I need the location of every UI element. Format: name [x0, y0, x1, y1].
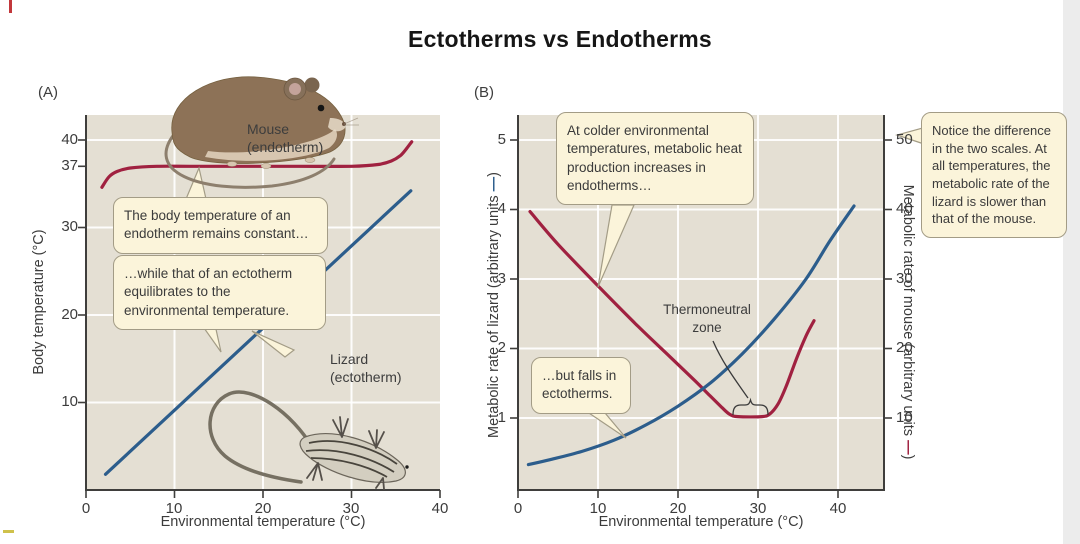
- panel-b-letter: (B): [474, 84, 494, 101]
- a-x-axis-label: Environmental temperature (°C): [160, 514, 366, 530]
- lizard-metabolic-curve: [526, 204, 856, 467]
- b-y-right-text: Metabolic rate of mouse (arbitrary units: [900, 184, 916, 441]
- b-y-left-text: Metabolic rate of lizard (arbitrary unit…: [486, 191, 502, 438]
- b-xtick-30: 30: [749, 500, 767, 517]
- a-ytick-30: 30: [61, 218, 78, 235]
- b-y-axis-label-right: Metabolic rate of mouse (arbitrary units…: [900, 185, 916, 460]
- b-xtick-0: 0: [513, 500, 523, 517]
- callout-ectotherm-equilibrates: …while that of an ectotherm equilibrates…: [113, 255, 326, 331]
- b-xtick-10: 10: [589, 500, 607, 517]
- thermoneutral-brace: [732, 397, 769, 416]
- b-xtick-20: 20: [669, 500, 687, 517]
- b-ytick-2: 2: [497, 339, 506, 356]
- b-ytick-r30: 30: [896, 270, 913, 287]
- mouse-illustration: [164, 76, 359, 189]
- mouse-metabolic-curve: [528, 210, 816, 419]
- callout-colder-endotherms: At colder environmental temperatures, me…: [556, 112, 754, 206]
- b-y-axis-label-left: Metabolic rate of lizard (arbitrary unit…: [486, 172, 502, 438]
- screen-edge-strip: [1063, 0, 1080, 544]
- lizard-illustration: [208, 390, 409, 490]
- a-xtick-0: 0: [81, 500, 91, 517]
- b-x-axis-label: Environmental temperature (°C): [598, 514, 804, 530]
- screen-artifact-red: [9, 0, 12, 13]
- callout-two-scales: Notice the difference in the two scales.…: [921, 112, 1067, 239]
- figure-title: Ectotherms vs Endotherms: [408, 26, 712, 52]
- callout-falls-ectotherms: …but falls in ectotherms.: [531, 357, 631, 414]
- panel-b-tickmarks: [510, 139, 892, 498]
- a-xtick-40: 40: [431, 500, 449, 517]
- panel-b-axes: [517, 115, 885, 491]
- b-ytick-1: 1: [497, 409, 506, 426]
- red-line-key-dash: —: [900, 440, 916, 455]
- b-y-left-close: ): [486, 172, 502, 177]
- a-xtick-10: 10: [165, 500, 183, 517]
- b-y-right-close: ): [900, 454, 916, 460]
- thermoneutral-leader-line: [712, 340, 749, 399]
- mouse-body-temp-curve: [100, 140, 414, 189]
- panel-a-tickmarks: [78, 139, 441, 498]
- a-ytick-10: 10: [61, 393, 78, 410]
- panel-a-letter: (A): [38, 84, 58, 101]
- lizard-series-label: Lizard (ectotherm): [330, 351, 402, 386]
- lizard-label-pointer: [251, 330, 296, 358]
- thermoneutral-zone-label: Thermoneutral zone: [663, 302, 751, 335]
- b-ytick-r10: 10: [896, 409, 913, 426]
- b-ytick-3: 3: [497, 270, 506, 287]
- a-ytick-37: 37: [61, 157, 78, 174]
- a-ytick-20: 20: [61, 306, 78, 323]
- blue-line-key-dash: —: [486, 176, 502, 192]
- a-xtick-30: 30: [342, 500, 360, 517]
- mouse-series-label: Mouse (endotherm): [247, 121, 324, 156]
- b-ytick-r40: 40: [896, 200, 913, 217]
- b-ytick-5: 5: [497, 131, 506, 148]
- lizard-body-temp-line: [103, 189, 413, 476]
- screen-artifact-yellow: [3, 530, 14, 533]
- b-ytick-4: 4: [497, 200, 506, 217]
- a-y-axis-label: Body temperature (°C): [31, 229, 47, 375]
- a-ytick-40: 40: [61, 131, 78, 148]
- b-ytick-r20: 20: [896, 339, 913, 356]
- b-xtick-40: 40: [829, 500, 847, 517]
- b-ytick-r50: 50: [896, 131, 913, 148]
- callout-endotherm-constant: The body temperature of an endotherm rem…: [113, 197, 328, 254]
- a-xtick-20: 20: [254, 500, 272, 517]
